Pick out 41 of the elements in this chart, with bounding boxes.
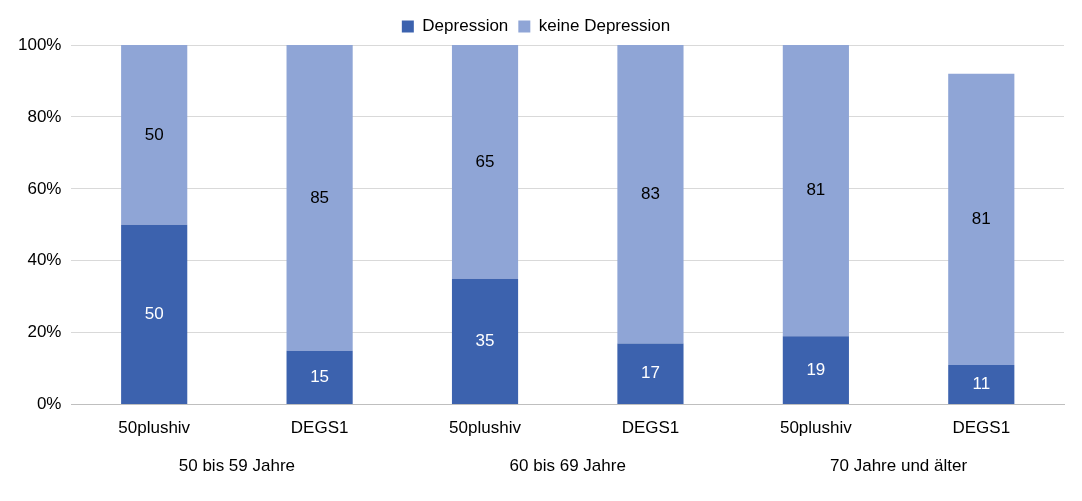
- bar: [121, 45, 188, 225]
- bar: [286, 350, 353, 405]
- x-tick-label: DEGS1: [952, 418, 1011, 438]
- data-label: 81: [806, 180, 826, 200]
- data-label: 35: [475, 331, 495, 351]
- data-label: 50: [144, 124, 164, 144]
- data-label: 83: [640, 183, 660, 203]
- bar: [286, 45, 353, 351]
- text: 70 Jahre und älter: [830, 456, 968, 476]
- bar: [948, 73, 1015, 366]
- bar: [617, 45, 684, 344]
- bar: [451, 45, 519, 279]
- bar: [782, 45, 849, 337]
- bar: [617, 343, 684, 405]
- y-tick-label: 80%: [27, 106, 62, 126]
- x-tick-label: 50plushiv: [779, 418, 853, 438]
- data-label: 65: [475, 151, 495, 171]
- y-tick-label: 0%: [36, 394, 62, 414]
- y-tick-label: 20%: [27, 322, 62, 342]
- bar: [451, 278, 519, 405]
- data-label: 11: [972, 374, 991, 394]
- text: 60 bis 69 Jahre: [509, 456, 626, 476]
- data-label: 81: [971, 209, 991, 229]
- bar: [121, 224, 188, 405]
- x-tick-label: DEGS1: [621, 418, 680, 438]
- legend-label: keine Depression: [538, 16, 671, 36]
- bar: [948, 365, 1015, 405]
- text: 50 bis 59 Jahre: [178, 456, 296, 476]
- x-tick-label: DEGS1: [290, 418, 349, 438]
- data-label: 15: [310, 367, 330, 387]
- y-tick-label: 40%: [27, 250, 62, 270]
- data-label: 85: [310, 187, 330, 207]
- x-tick-label: 50plushiv: [449, 418, 522, 438]
- data-label: 50: [144, 304, 164, 324]
- y-tick-label: 100%: [18, 34, 62, 54]
- bar: [782, 336, 849, 405]
- y-tick-label: 60%: [27, 178, 62, 198]
- data-label: 17: [640, 363, 660, 383]
- data-label: 19: [806, 359, 826, 379]
- legend-label: Depression: [422, 16, 509, 36]
- x-tick-label: 50plushiv: [118, 418, 191, 438]
